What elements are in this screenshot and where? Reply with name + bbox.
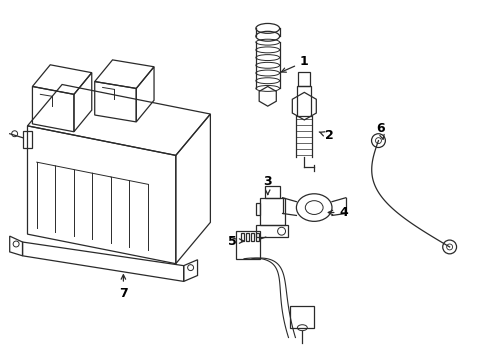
Text: 6: 6 [375,122,384,139]
Text: 4: 4 [327,206,347,219]
Text: 3: 3 [263,175,271,194]
Text: 2: 2 [319,129,333,142]
Text: 5: 5 [227,235,244,248]
Text: 7: 7 [119,275,127,300]
Text: 1: 1 [281,55,308,72]
